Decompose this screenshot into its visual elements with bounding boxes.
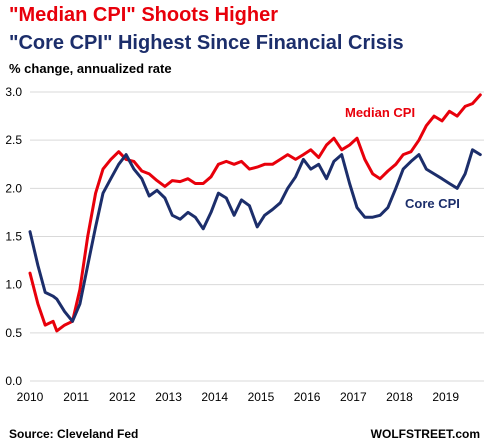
y-axis-label: % change, annualized rate <box>9 61 172 76</box>
chart-subtitle: "Core CPI" Highest Since Financial Crisi… <box>9 32 404 54</box>
x-tick-label: 2014 <box>201 390 228 404</box>
median-cpi-line <box>28 93 482 333</box>
x-tick-label: 2018 <box>386 390 413 404</box>
series-lines <box>28 93 482 333</box>
gridlines <box>30 91 484 382</box>
median-cpi-label: Median CPI <box>345 105 415 120</box>
y-tick-label: 3.0 <box>5 85 22 99</box>
y-tick-label: 0.0 <box>5 374 22 388</box>
x-tick-labels: 2010 2011 2012 2013 2014 2015 2016 2017 2018 2019 <box>17 390 460 404</box>
source-note: Source: Cleveland Fed <box>9 427 138 441</box>
x-tick-label: 2011 <box>63 390 89 404</box>
x-tick-label: 2012 <box>109 390 136 404</box>
y-tick-label: 1.5 <box>5 230 22 244</box>
y-tick-label: 2.5 <box>5 133 22 147</box>
y-tick-label: 1.0 <box>5 278 22 292</box>
x-tick-label: 2016 <box>294 390 321 404</box>
x-tick-label: 2015 <box>248 390 275 404</box>
core-cpi-label: Core CPI <box>405 196 460 211</box>
x-tick-label: 2013 <box>155 390 182 404</box>
core-cpi-line <box>28 148 482 323</box>
x-tick-label: 2019 <box>432 390 459 404</box>
credit-note: WOLFSTREET.com <box>371 427 480 441</box>
y-tick-labels: 0.0 0.5 1.0 1.5 2.0 2.5 3.0 <box>5 85 22 388</box>
x-tick-label: 2017 <box>340 390 367 404</box>
y-tick-label: 0.5 <box>5 326 22 340</box>
x-tick-label: 2010 <box>17 390 44 404</box>
y-tick-label: 2.0 <box>5 181 22 195</box>
chart-title: "Median CPI" Shoots Higher <box>9 4 278 26</box>
